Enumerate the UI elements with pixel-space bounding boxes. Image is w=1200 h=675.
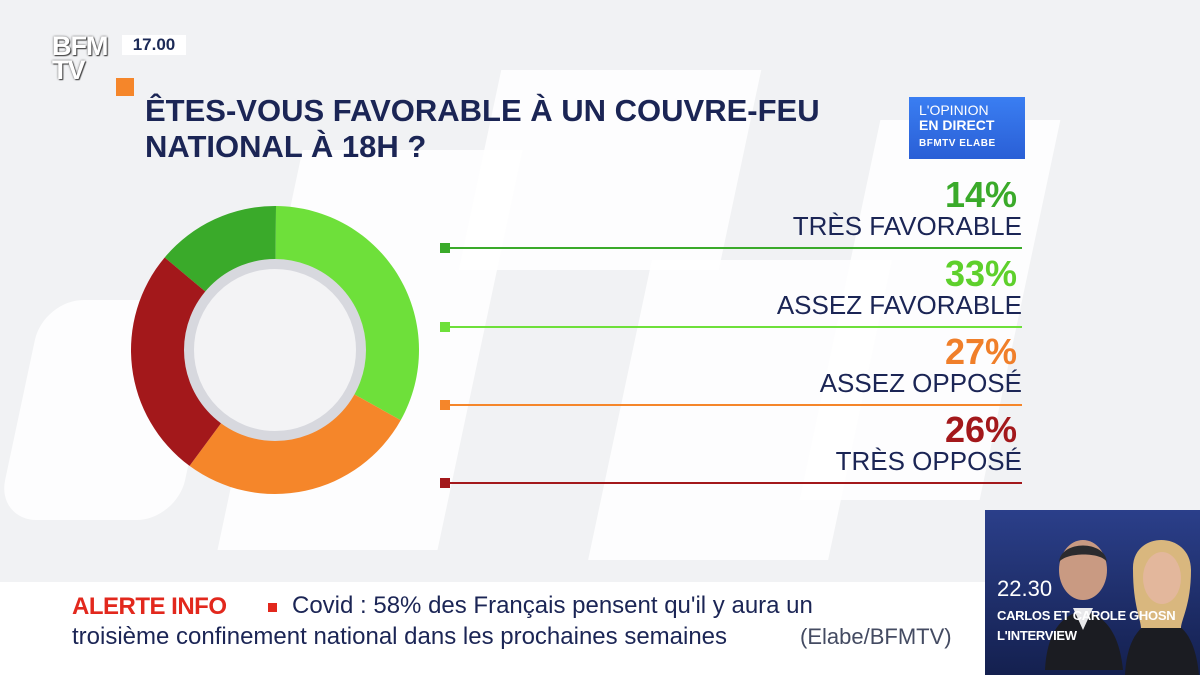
program-subtitle: L'INTERVIEW (997, 628, 1077, 643)
legend-marker (440, 243, 450, 253)
data-label: 26% (944, 409, 1017, 450)
donut-hole (184, 259, 366, 441)
news-ticker: ALERTE INFO Covid : 58% des Français pen… (0, 582, 985, 675)
badge-line-3: BFMTV ELABE (919, 138, 996, 149)
legend-label: TRÈS FAVORABLE (792, 211, 1022, 241)
data-label: 33% (944, 253, 1017, 294)
legend-row: 26% TRÈS OPPOSÉ (440, 410, 1025, 490)
donut-chart (131, 206, 419, 494)
legend-row: 27% ASSEZ OPPOSÉ (440, 332, 1025, 412)
legend-rule (444, 482, 1022, 484)
legend-label: TRÈS OPPOSÉ (835, 446, 1022, 476)
channel-logo: BFM TV (52, 31, 108, 85)
chart-title: ÊTES-VOUS FAVORABLE À UN COUVRE-FEU NATI… (145, 93, 820, 164)
badge-line-1: L'OPINION (919, 102, 989, 118)
data-label: 27% (944, 331, 1017, 372)
legend-marker (440, 478, 450, 488)
opinion-badge: L'OPINION EN DIRECT BFMTV ELABE (909, 97, 1025, 159)
data-label: 14% (944, 174, 1017, 215)
donut-slice (164, 206, 277, 295)
legend-rule (444, 326, 1022, 328)
badge-line-2: EN DIRECT (919, 117, 995, 133)
alert-label: ALERTE INFO (72, 593, 227, 620)
ticker-headline-line-2: troisième confinement national dans les … (72, 623, 728, 650)
guests-photo-icon (1045, 540, 1199, 675)
donut-slice (131, 257, 224, 466)
upcoming-program-box: 22.30 CARLOS ET CAROLE GHOSN L'INTERVIEW (985, 510, 1200, 675)
legend-row: 14% TRÈS FAVORABLE (440, 175, 1025, 255)
donut-slice (189, 391, 401, 494)
legend-marker (440, 322, 450, 332)
ticker-headline-line-1: Covid : 58% des Français pensent qu'il y… (292, 592, 813, 619)
donut-slice (275, 206, 419, 421)
alert-dot-icon (268, 603, 277, 612)
legend-rule (444, 247, 1022, 249)
legend-row: 33% ASSEZ FAVORABLE (440, 254, 1025, 334)
legend-marker (440, 400, 450, 410)
program-time: 22.30 (997, 576, 1053, 601)
legend-rule (444, 404, 1022, 406)
legend-label: ASSEZ OPPOSÉ (819, 368, 1022, 398)
ticker-source: (Elabe/BFMTV) (800, 624, 952, 649)
legend-label: ASSEZ FAVORABLE (776, 290, 1022, 320)
accent-square (116, 78, 134, 96)
clock-time: 17.00 (122, 35, 186, 55)
program-title: CARLOS ET CAROLE GHOSN (997, 608, 1176, 623)
